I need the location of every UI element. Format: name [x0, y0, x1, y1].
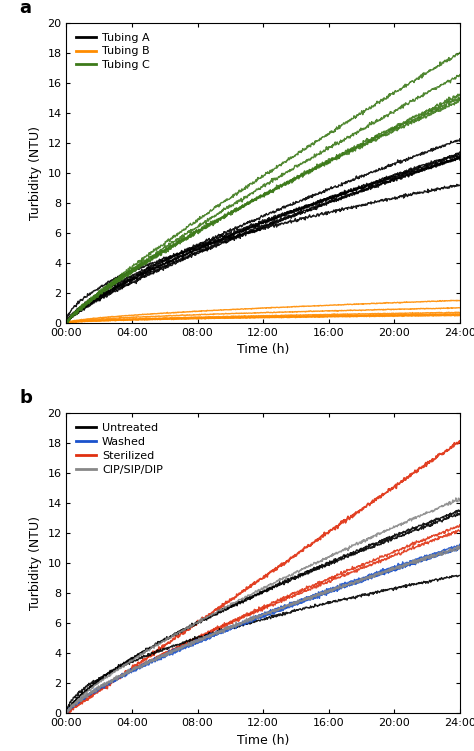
Y-axis label: Turbidity (NTU): Turbidity (NTU) — [29, 516, 42, 611]
X-axis label: Time (h): Time (h) — [237, 734, 289, 746]
Text: b: b — [19, 389, 32, 407]
Text: a: a — [19, 0, 31, 17]
Legend: Untreated, Washed, Sterilized, CIP/SIP/DIP: Untreated, Washed, Sterilized, CIP/SIP/D… — [72, 418, 167, 479]
X-axis label: Time (h): Time (h) — [237, 343, 289, 356]
Legend: Tubing A, Tubing B, Tubing C: Tubing A, Tubing B, Tubing C — [72, 28, 154, 75]
Y-axis label: Turbidity (NTU): Turbidity (NTU) — [29, 125, 42, 220]
